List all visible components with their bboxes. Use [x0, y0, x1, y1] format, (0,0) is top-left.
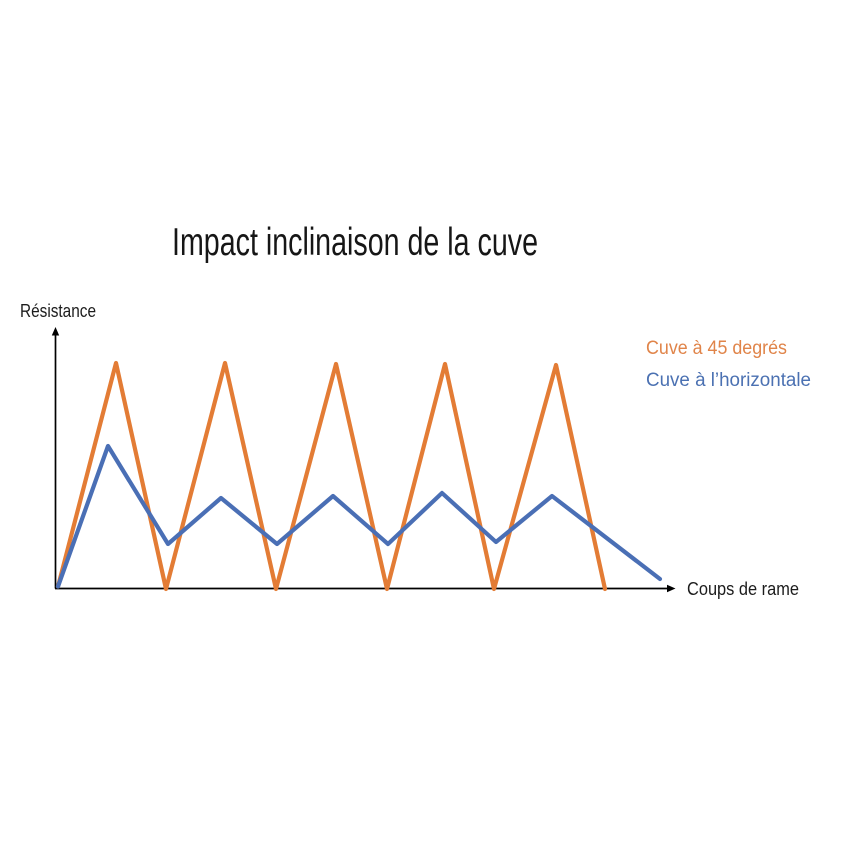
svg-text:Impact inclinaison de la cuve: Impact inclinaison de la cuve — [172, 221, 538, 264]
svg-text:Résistance: Résistance — [20, 301, 96, 321]
svg-text:Cuve à 45 degrés: Cuve à 45 degrés — [646, 338, 787, 359]
svg-text:Coups de rame: Coups de rame — [687, 579, 799, 599]
svg-text:Cuve à l’horizontale: Cuve à l’horizontale — [646, 370, 811, 391]
